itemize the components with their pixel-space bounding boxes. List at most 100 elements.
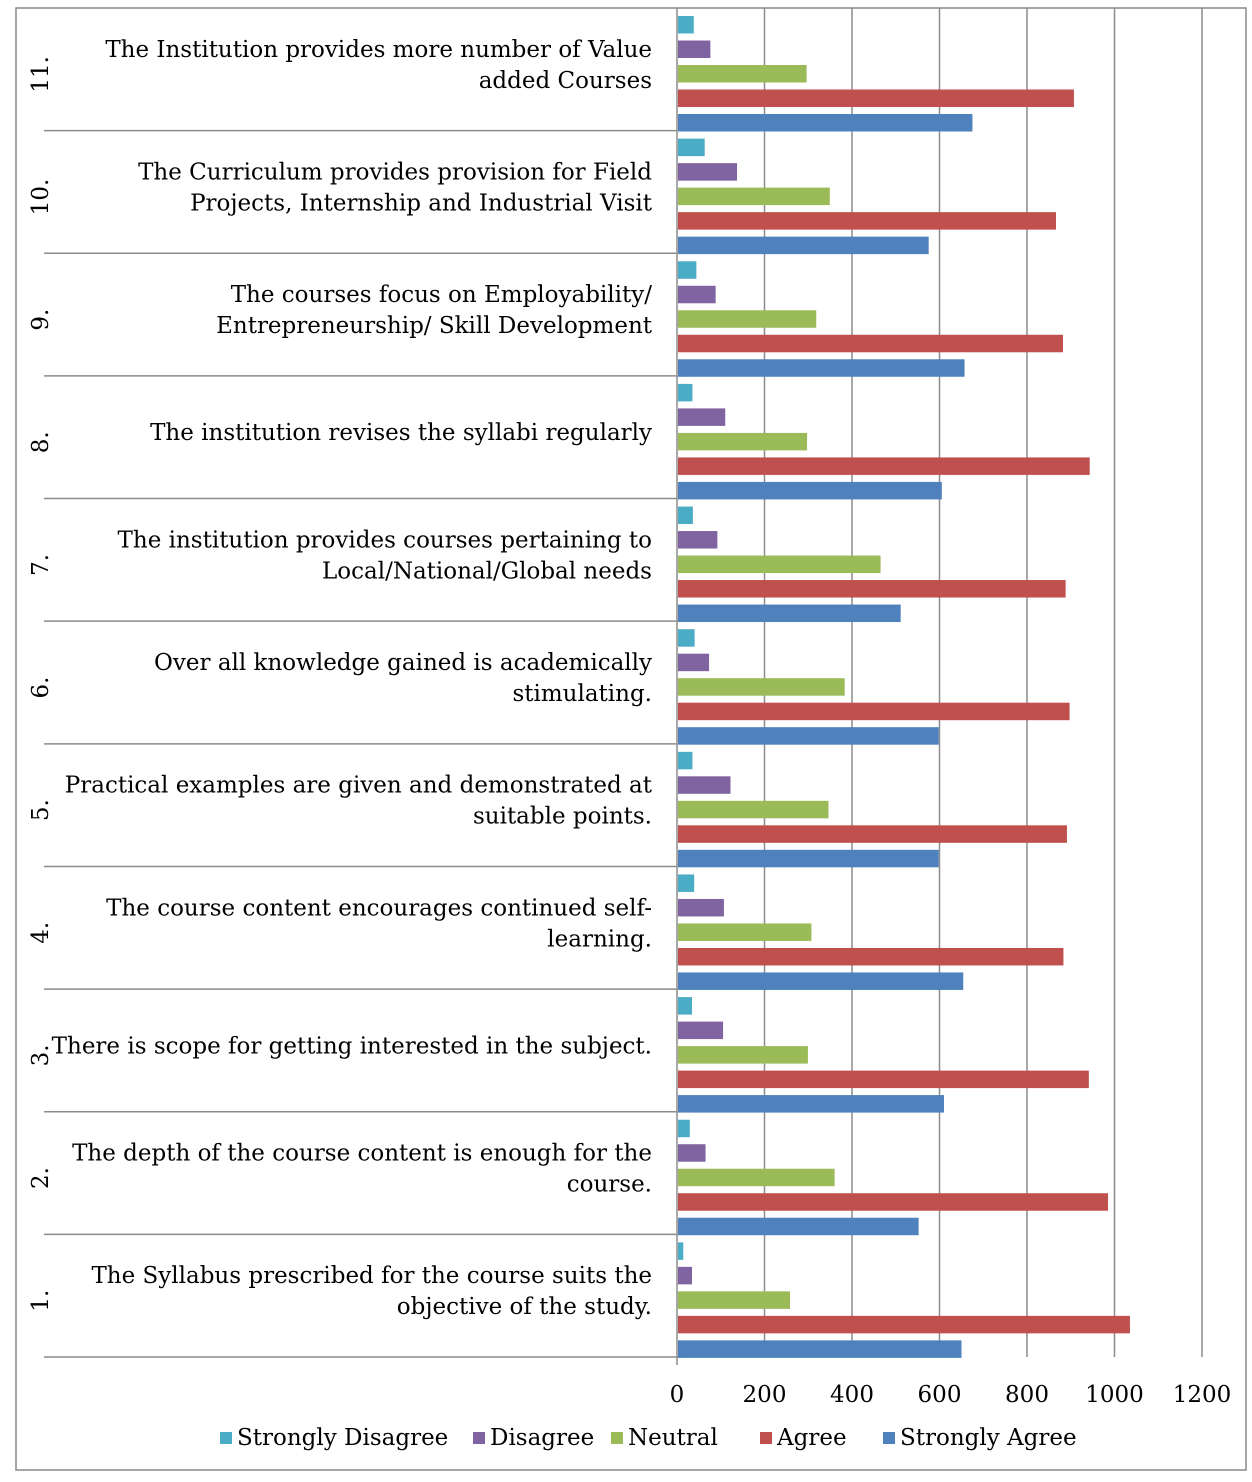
bar — [678, 629, 695, 647]
legend-swatch — [760, 1432, 772, 1444]
bar — [678, 1340, 962, 1358]
category-label: The course content encourages continued … — [106, 895, 652, 921]
category-number: 8. — [28, 431, 54, 453]
bar — [678, 481, 942, 500]
bar — [678, 800, 829, 819]
category-label: The institution provides courses pertain… — [118, 527, 652, 553]
x-tick-label: 400 — [830, 1382, 874, 1408]
bar — [678, 1021, 724, 1040]
bar — [678, 776, 731, 794]
bar — [678, 874, 695, 892]
category-label: objective of the study. — [397, 1294, 652, 1320]
bar — [678, 40, 711, 58]
bar — [678, 653, 710, 672]
bar — [678, 506, 693, 525]
category-label: There is scope for getting interested in… — [52, 1033, 652, 1059]
bar — [678, 825, 1067, 843]
bar — [678, 947, 1064, 966]
bar — [678, 751, 693, 770]
bar — [678, 65, 807, 83]
category-label: The Syllabus prescribed for the course s… — [91, 1263, 652, 1289]
bar — [678, 383, 693, 402]
category-number: 2. — [28, 1167, 54, 1189]
bar — [678, 212, 1056, 230]
x-tick-label: 1000 — [1085, 1382, 1144, 1408]
category-label: Over all knowledge gained is academicall… — [154, 650, 652, 676]
bar — [678, 457, 1090, 475]
bar — [678, 408, 726, 426]
legend-label: Strongly Disagree — [237, 1425, 448, 1451]
bar — [678, 1144, 706, 1162]
bar — [678, 1095, 944, 1113]
bar — [678, 972, 964, 990]
category-number: 6. — [28, 677, 54, 699]
bar — [678, 1046, 808, 1064]
category-label: The institution revises the syllabi regu… — [150, 420, 652, 446]
bar — [678, 604, 901, 623]
category-number: 1. — [28, 1290, 54, 1312]
category-label: course. — [567, 1172, 652, 1198]
x-tick-label: 200 — [743, 1382, 787, 1408]
chart-border — [15, 7, 1247, 1471]
legend-label: Strongly Agree — [900, 1425, 1077, 1451]
bar — [678, 359, 965, 377]
bar — [678, 678, 845, 696]
bar — [678, 1266, 692, 1285]
legend-label: Neutral — [628, 1425, 718, 1451]
bar — [678, 997, 692, 1015]
bar — [678, 1119, 690, 1138]
bar — [678, 1217, 919, 1236]
category-label: Projects, Internship and Industrial Visi… — [190, 190, 653, 216]
bar — [678, 334, 1063, 353]
legend-swatch — [473, 1432, 485, 1444]
category-label: learning. — [547, 926, 652, 952]
bar — [678, 236, 929, 255]
category-number: 9. — [28, 309, 54, 331]
category-number: 3. — [28, 1044, 54, 1066]
bar — [678, 923, 812, 941]
legend-label: Disagree — [490, 1425, 594, 1451]
category-number: 7. — [28, 554, 54, 576]
legend-swatch — [220, 1432, 232, 1444]
bar — [678, 898, 724, 917]
bar — [678, 1168, 835, 1187]
legend-swatch — [611, 1432, 623, 1444]
category-label: suitable points. — [473, 804, 652, 830]
category-label: Practical examples are given and demonst… — [65, 773, 653, 799]
category-label: The depth of the course content is enoug… — [72, 1141, 652, 1167]
bar — [678, 580, 1066, 598]
bar — [678, 16, 694, 34]
category-label: Local/National/Global needs — [322, 558, 652, 584]
category-label: Entrepreneurship/ Skill Development — [216, 313, 653, 339]
legend-label: Agree — [776, 1425, 847, 1451]
x-tick-label: 0 — [670, 1382, 685, 1408]
bar — [678, 555, 881, 574]
bar — [678, 138, 705, 157]
bar — [678, 727, 939, 745]
bar — [678, 1193, 1109, 1211]
bar — [678, 1315, 1130, 1334]
bar — [678, 531, 718, 549]
x-tick-label: 800 — [1005, 1382, 1049, 1408]
x-tick-label: 1200 — [1173, 1382, 1232, 1408]
category-number: 5. — [28, 799, 54, 821]
bar — [678, 114, 973, 132]
bar — [678, 310, 817, 328]
category-number: 10. — [28, 179, 54, 216]
x-tick-label: 600 — [918, 1382, 962, 1408]
category-label: added Courses — [479, 68, 652, 94]
bar — [678, 187, 830, 206]
bar — [678, 1242, 684, 1260]
category-label: The Curriculum provides provision for Fi… — [138, 159, 652, 185]
bar — [678, 285, 716, 304]
bar — [678, 163, 738, 181]
bar — [678, 432, 808, 451]
category-label: The Institution provides more number of … — [105, 37, 652, 63]
bar — [678, 261, 697, 279]
legend-swatch — [883, 1432, 895, 1444]
category-label: stimulating. — [512, 681, 652, 707]
category-number: 11. — [28, 56, 54, 93]
bar — [678, 89, 1074, 107]
